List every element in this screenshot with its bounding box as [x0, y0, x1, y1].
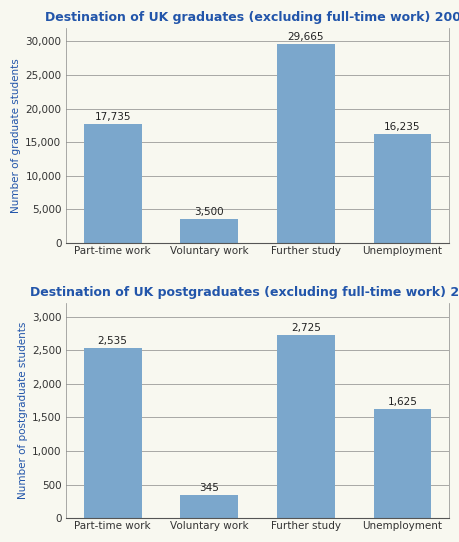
- Bar: [276, 44, 334, 243]
- Title: Destination of UK graduates (excluding full-time work) 2008: Destination of UK graduates (excluding f…: [45, 11, 459, 24]
- Y-axis label: Number of graduate students: Number of graduate students: [11, 58, 21, 213]
- Text: 345: 345: [199, 483, 219, 493]
- Bar: [276, 335, 334, 518]
- Bar: [180, 220, 238, 243]
- Text: 1,625: 1,625: [387, 397, 416, 407]
- Title: Destination of UK postgraduates (excluding full-time work) 2008: Destination of UK postgraduates (excludi…: [30, 286, 459, 299]
- Bar: [373, 134, 431, 243]
- Text: 3,500: 3,500: [194, 208, 224, 217]
- Text: 29,665: 29,665: [287, 32, 324, 42]
- Bar: [180, 495, 238, 518]
- Bar: [84, 348, 141, 518]
- Bar: [84, 124, 141, 243]
- Bar: [373, 409, 431, 518]
- Y-axis label: Number of postgraduate students: Number of postgraduate students: [17, 322, 28, 499]
- Text: 16,235: 16,235: [383, 122, 420, 132]
- Text: 2,725: 2,725: [291, 323, 320, 333]
- Text: 17,735: 17,735: [94, 112, 131, 122]
- Text: 2,535: 2,535: [97, 336, 127, 346]
